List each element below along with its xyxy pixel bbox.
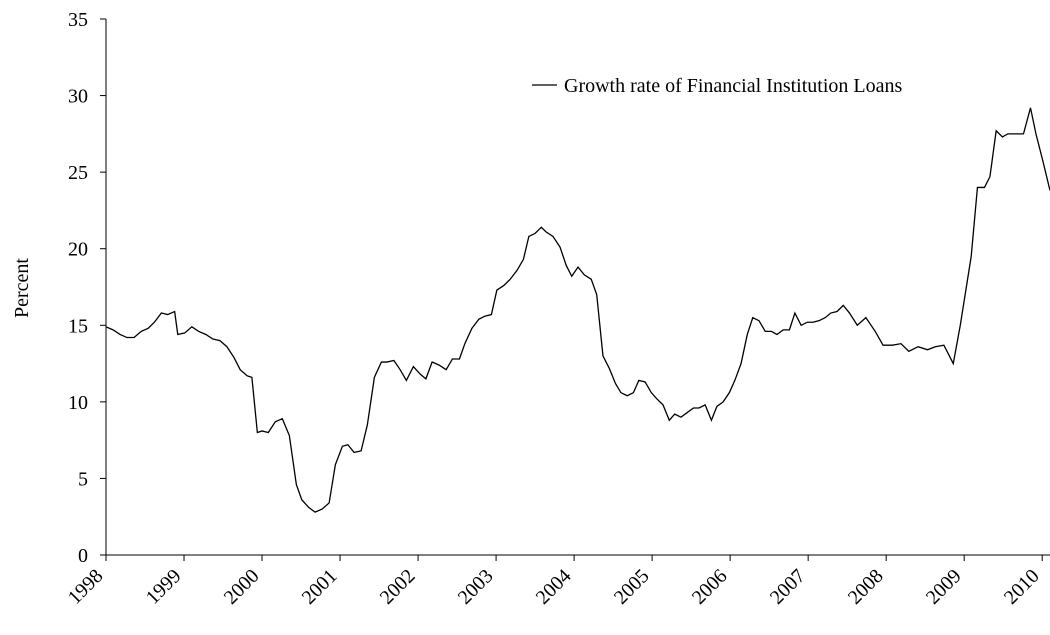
x-tick-label: 2006	[688, 565, 732, 609]
x-tick-label: 2001	[298, 565, 342, 609]
series-line	[105, 107, 1050, 513]
x-tick-label: 2004	[532, 565, 576, 609]
x-tick-label: 2008	[844, 565, 888, 609]
y-tick-label: 15	[68, 315, 88, 337]
y-tick-label: 20	[68, 239, 88, 261]
y-tick-label: 0	[78, 545, 88, 567]
y-tick-label: 5	[78, 468, 88, 490]
x-tick-label: 2010	[1000, 565, 1044, 609]
x-tick-label: 2003	[454, 565, 498, 609]
x-tick-label: 2009	[922, 565, 966, 609]
y-tick-label: 35	[68, 9, 88, 31]
legend-label: Growth rate of Financial Institution Loa…	[564, 75, 902, 97]
x-tick-label: 1998	[64, 565, 108, 609]
x-tick-label: 2002	[376, 565, 420, 609]
x-tick-label: 2000	[220, 565, 264, 609]
x-tick-label: 1999	[142, 565, 186, 609]
y-axis-label: Percent	[11, 258, 33, 318]
y-tick-label: 30	[68, 86, 88, 108]
y-tick-label: 25	[68, 162, 88, 184]
y-tick-label: 10	[68, 392, 88, 414]
x-tick-label: 2005	[610, 565, 654, 609]
x-tick-label: 2007	[766, 565, 810, 609]
